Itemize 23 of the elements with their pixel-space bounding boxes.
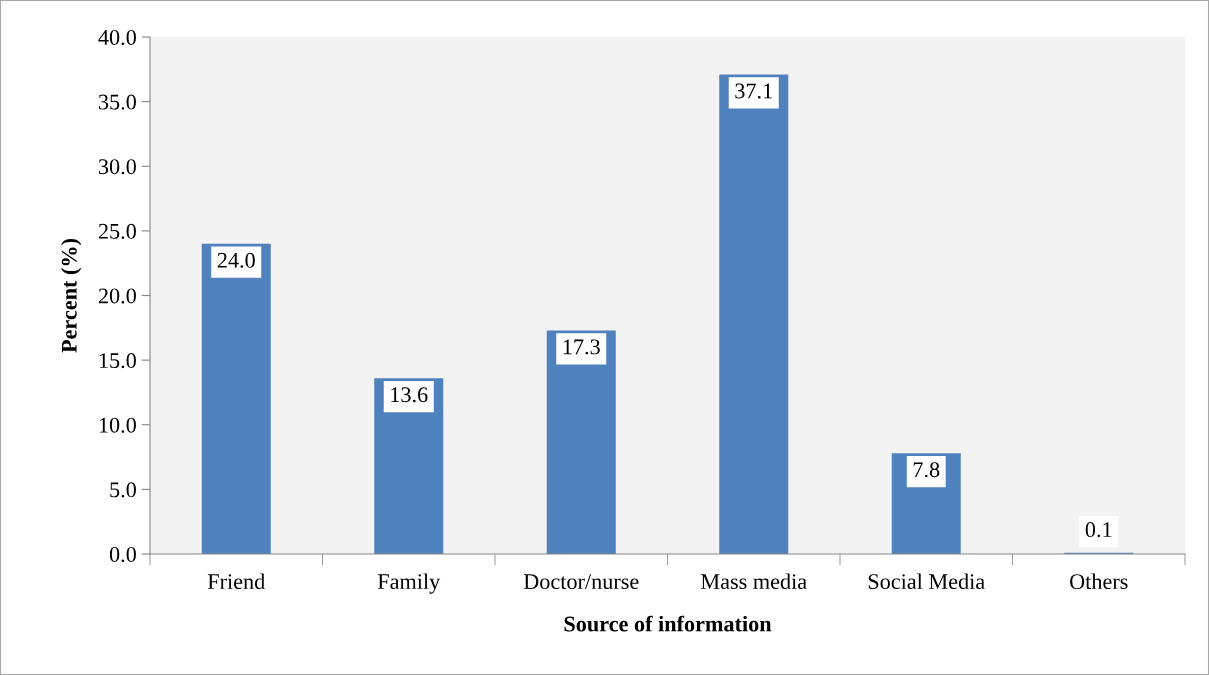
y-tick-label: 30.0 bbox=[98, 159, 136, 175]
y-tick-label: 15.0 bbox=[99, 353, 136, 369]
data-label: 24.0 bbox=[217, 252, 255, 268]
y-tick-label: 20.0 bbox=[98, 288, 136, 304]
y-axis-title: Percent (%) bbox=[61, 238, 82, 353]
data-label: 7.8 bbox=[913, 462, 940, 478]
x-axis-title: Source of information bbox=[564, 615, 772, 632]
x-tick-label: Mass media bbox=[701, 573, 807, 590]
x-tick-label: Others bbox=[1070, 573, 1128, 590]
y-tick-label: 25.0 bbox=[98, 223, 136, 239]
x-tick-label: Friend bbox=[207, 573, 265, 590]
x-tick-label: Family bbox=[377, 573, 441, 594]
y-tick-label: 0.0 bbox=[109, 546, 136, 563]
y-tick-label: 10.0 bbox=[99, 417, 136, 433]
x-tick-label: Doctor/nurse bbox=[523, 574, 639, 590]
data-label: 17.3 bbox=[563, 339, 600, 355]
data-label: 0.1 bbox=[1085, 522, 1112, 538]
data-label: 37.1 bbox=[735, 83, 772, 99]
data-label: 13.6 bbox=[391, 387, 428, 403]
x-tick-label: Social Media bbox=[868, 573, 985, 590]
y-tick-label: 5.0 bbox=[110, 482, 136, 498]
y-tick-label: 40.0 bbox=[98, 29, 136, 46]
y-tick-label: 35.0 bbox=[98, 94, 136, 110]
